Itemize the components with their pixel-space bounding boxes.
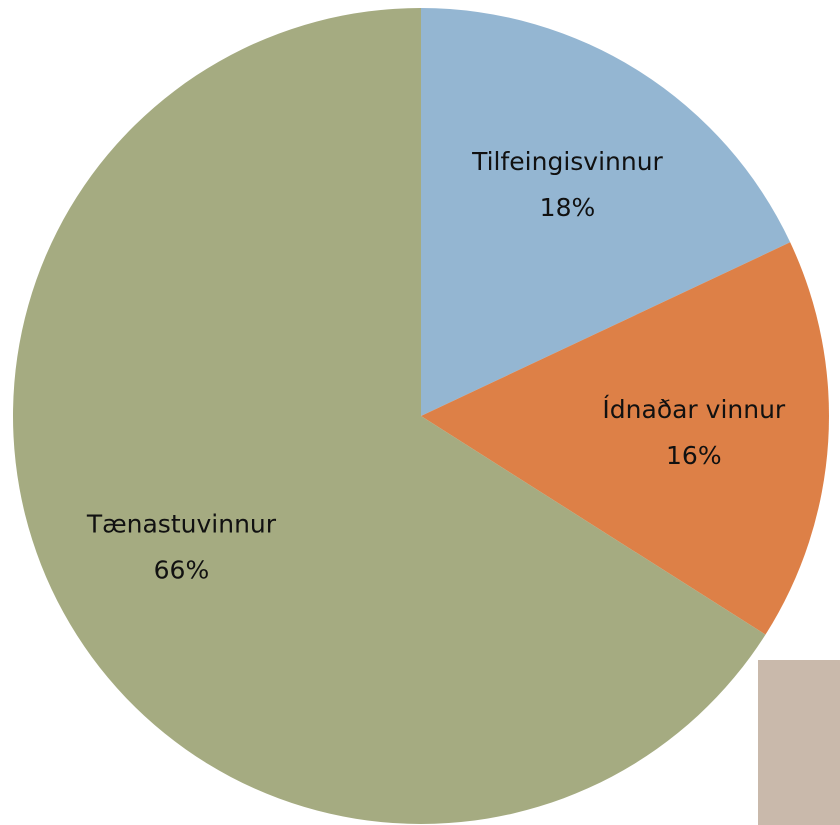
- category-label: Ídnaðar vinnur: [602, 395, 786, 424]
- value-label: 18%: [540, 193, 596, 222]
- page: {"chart_data": {"type": "pie", "categori…: [0, 0, 840, 825]
- category-label: Tilfeingisvinnur: [471, 147, 663, 176]
- value-label: 66%: [154, 556, 210, 585]
- category-label: Tænastuvinnur: [86, 510, 277, 539]
- chart: Tilfeingisvinnur 18% Ídnaðar vinnur 16% Tæna…: [0, 0, 840, 825]
- photo-thumbnail: [758, 660, 840, 825]
- value-label: 16%: [666, 441, 722, 470]
